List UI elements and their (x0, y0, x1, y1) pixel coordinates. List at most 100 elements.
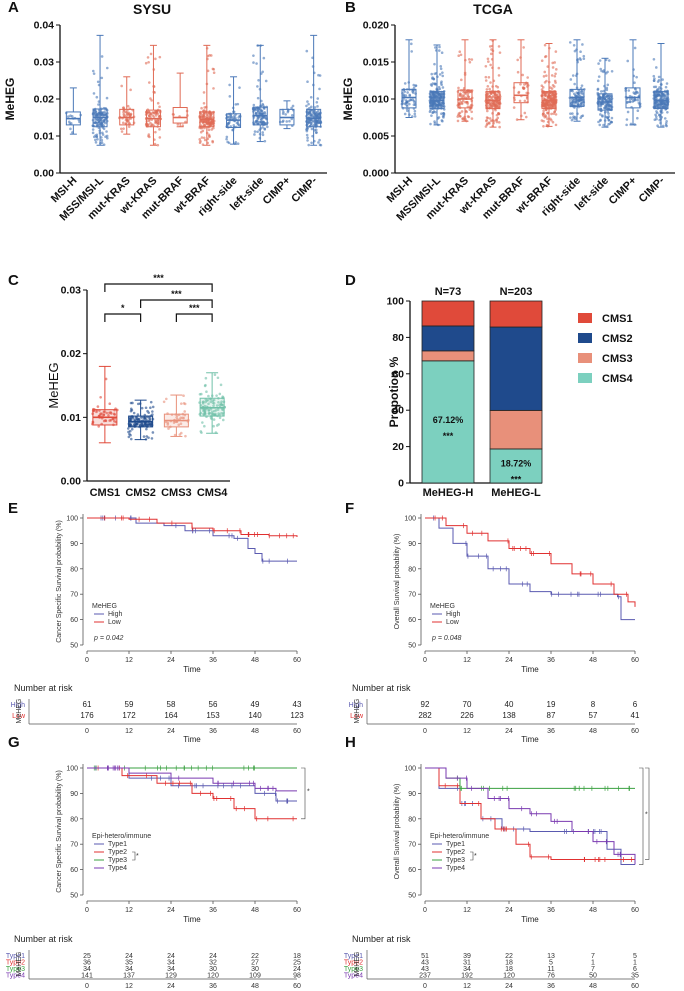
data-point (92, 92, 96, 95)
legend-label: High (446, 611, 461, 618)
data-point (205, 46, 209, 50)
data-point (608, 98, 612, 102)
data-point (225, 135, 229, 139)
risk-x-tick: 0 (423, 728, 427, 735)
legend-bracket-label: * (474, 853, 477, 860)
data-point (97, 425, 101, 428)
data-point (216, 376, 220, 380)
data-point (152, 68, 156, 71)
data-point (576, 58, 579, 61)
legend-bracket (132, 851, 136, 861)
data-point (231, 128, 234, 132)
data-point (129, 437, 133, 441)
data-point (306, 139, 309, 142)
data-point (661, 124, 665, 128)
data-point (487, 75, 491, 79)
data-point (309, 118, 312, 122)
data-point (470, 117, 474, 120)
data-point (314, 128, 318, 132)
data-point (629, 122, 633, 126)
data-point (460, 110, 464, 113)
data-point (413, 101, 416, 104)
data-point (440, 51, 444, 55)
data-point (305, 104, 308, 108)
data-point (598, 59, 602, 62)
y-tick-label: 0.020 (363, 20, 389, 32)
data-point (492, 102, 495, 105)
data-point (253, 107, 257, 111)
legend-label: Low (446, 619, 460, 626)
risk-value: 153 (206, 711, 220, 720)
data-point (150, 437, 154, 440)
data-point (553, 79, 557, 83)
data-point (550, 112, 553, 116)
x-tick-label: 36 (209, 657, 217, 664)
risk-x-tick: 12 (125, 983, 133, 990)
data-point (626, 110, 630, 114)
data-point (436, 75, 439, 79)
data-point (544, 115, 548, 118)
x-tick-label: 60 (293, 657, 301, 664)
data-point (429, 122, 432, 126)
data-point (497, 74, 501, 77)
risk-value: 6 (633, 700, 638, 709)
y-tick-label: 50 (70, 643, 78, 650)
data-point (433, 62, 436, 66)
bar-meheg-l (489, 300, 543, 484)
data-point (554, 72, 557, 76)
data-point (605, 125, 609, 128)
y-tick-label: 0.015 (363, 57, 389, 69)
risk-value: 176 (80, 711, 94, 720)
data-point (69, 127, 72, 131)
data-point (206, 57, 209, 61)
data-point (656, 124, 659, 128)
data-point (581, 114, 585, 117)
data-point (202, 121, 205, 125)
data-point (465, 119, 468, 123)
data-point (437, 49, 441, 52)
x-tick-label: CMS1 (90, 487, 121, 499)
data-point (462, 90, 465, 94)
data-point (548, 46, 551, 50)
data-point (657, 75, 661, 79)
data-point (214, 431, 218, 434)
data-point (575, 48, 578, 51)
data-point (408, 113, 411, 116)
legend-swatch (578, 313, 592, 323)
x-tick-label: 60 (631, 907, 639, 914)
data-point (544, 54, 548, 58)
data-point (485, 88, 489, 91)
data-point (204, 376, 208, 380)
data-point (205, 390, 208, 394)
data-point (318, 87, 321, 91)
data-point (252, 61, 255, 64)
data-point (603, 119, 607, 122)
significance-bracket (140, 299, 213, 308)
data-point (436, 88, 440, 92)
data-point (598, 123, 602, 127)
data-point (153, 91, 156, 94)
data-point (542, 75, 546, 78)
data-point (486, 85, 490, 88)
data-point (636, 109, 640, 113)
data-point (519, 56, 522, 59)
data-point (582, 54, 586, 58)
data-point (227, 141, 231, 145)
data-point (146, 409, 149, 413)
data-point (489, 63, 492, 67)
data-point (129, 407, 133, 411)
risk-x-tick: 24 (167, 728, 175, 735)
data-point (442, 112, 445, 115)
data-point (436, 105, 439, 109)
km-curve-high (425, 517, 635, 621)
risk-value: 282 (418, 711, 432, 720)
panel-label-a: A (8, 0, 19, 16)
chart-h: 50 60 70 80 90 100 0 12 24 36 48 60 Time Overall Surv… (394, 764, 650, 924)
data-point (411, 115, 414, 118)
y-tick-label: 0.01 (34, 131, 55, 143)
bar-segment-cms1 (421, 300, 475, 327)
x-tick-label: CIMP- (637, 174, 668, 205)
data-point (99, 113, 103, 116)
